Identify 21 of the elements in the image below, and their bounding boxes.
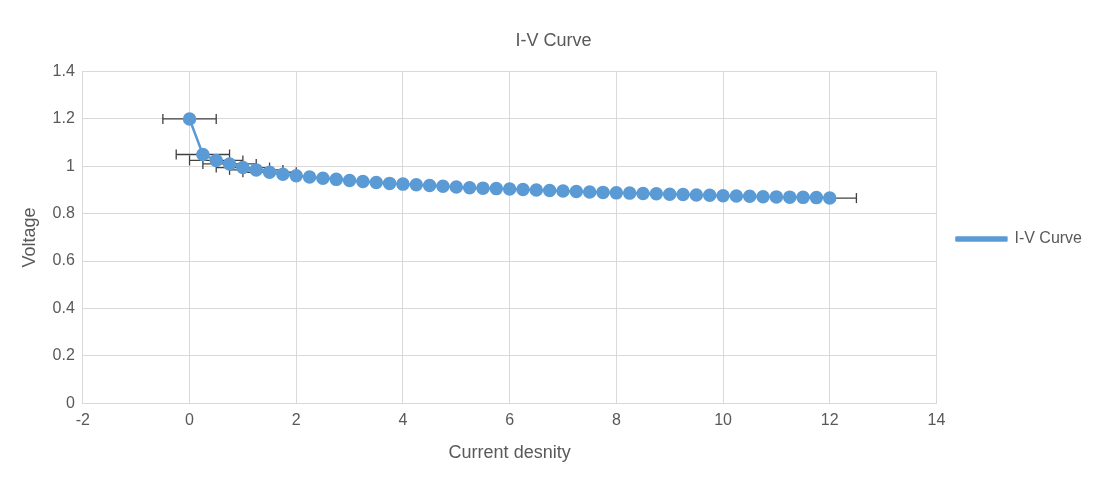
x-tick-label: 12 bbox=[820, 411, 839, 429]
y-tick-label: 0 bbox=[65, 393, 75, 411]
x-tick-label: 14 bbox=[927, 411, 946, 429]
y-tick-label: 1 bbox=[65, 156, 75, 174]
y-tick-label: 1.2 bbox=[52, 109, 75, 127]
x-tick-label: 2 bbox=[291, 411, 301, 429]
x-tick-label: 10 bbox=[714, 411, 733, 429]
y-tick-label: 0.2 bbox=[52, 346, 75, 364]
y-axis-title: Voltage bbox=[18, 207, 39, 268]
y-tick-label: 0.6 bbox=[52, 251, 75, 269]
x-tick-label: 0 bbox=[185, 411, 195, 429]
x-tick-label: -2 bbox=[75, 411, 91, 429]
y-tick-label: 0.8 bbox=[52, 204, 75, 222]
chart-title: I-V Curve bbox=[515, 29, 592, 50]
x-tick-label: 4 bbox=[398, 411, 408, 429]
y-tick-label: 0.4 bbox=[52, 298, 75, 316]
x-tick-label: 6 bbox=[505, 411, 515, 429]
x-axis-title: Current desnity bbox=[448, 442, 571, 463]
y-tick-label: 1.4 bbox=[52, 62, 75, 80]
x-tick-label: 8 bbox=[611, 411, 621, 429]
legend-label: I-V Curve bbox=[1014, 229, 1083, 247]
